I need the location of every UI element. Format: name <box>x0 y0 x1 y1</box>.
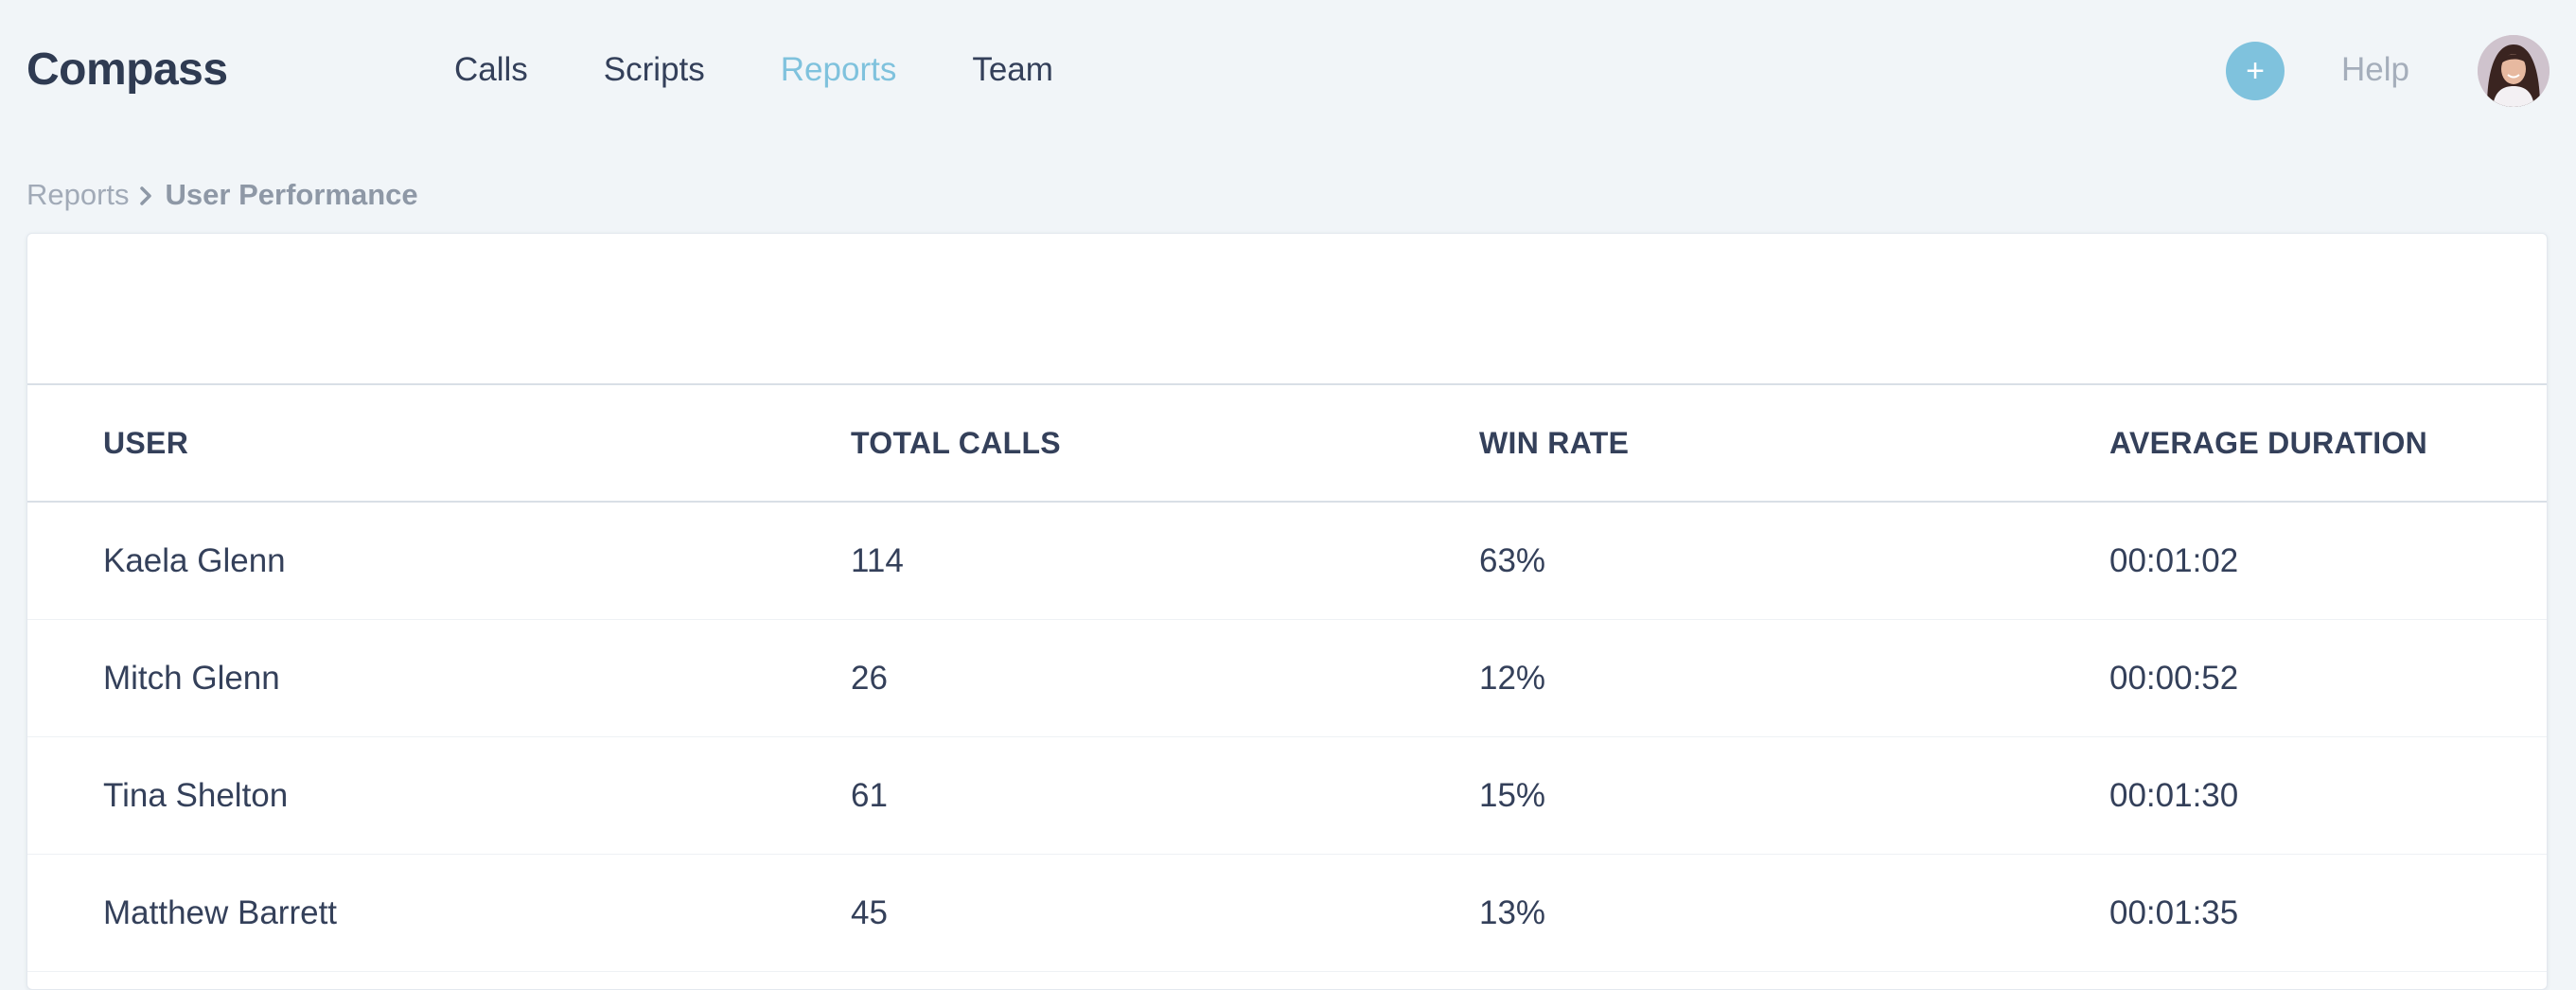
cell-win-rate: 15% <box>1479 776 1546 814</box>
nav-item-calls[interactable]: Calls <box>454 51 528 88</box>
table-row[interactable]: Kaela Glenn 114 63% 00:01:02 <box>27 503 2547 620</box>
add-button[interactable]: + <box>2226 42 2285 100</box>
main-nav: Calls Scripts Reports Team <box>454 49 1129 91</box>
cell-total-calls: 61 <box>851 776 888 814</box>
cell-average-duration: 00:01:02 <box>2109 541 2239 579</box>
report-card-header <box>27 234 2547 385</box>
top-navigation-bar: Compass Calls Scripts Reports Team + Hel… <box>0 0 2576 140</box>
cell-average-duration: 00:00:52 <box>2109 659 2239 697</box>
user-avatar[interactable] <box>2478 35 2550 107</box>
avatar-portrait-icon <box>2478 35 2550 107</box>
table-row[interactable]: Mitch Glenn 26 12% 00:00:52 <box>27 620 2547 737</box>
nav-item-team[interactable]: Team <box>972 51 1053 88</box>
cell-average-duration: 00:01:30 <box>2109 776 2239 814</box>
table-header-row: USER TOTAL CALLS WIN RATE AVERAGE DURATI… <box>27 385 2547 503</box>
cell-win-rate: 13% <box>1479 893 1546 931</box>
cell-win-rate: 12% <box>1479 659 1546 697</box>
cell-total-calls: 45 <box>851 893 888 931</box>
breadcrumb: Reports User Performance <box>26 176 418 214</box>
table-row[interactable]: Matthew Barrett 45 13% 00:01:35 <box>27 855 2547 972</box>
help-link[interactable]: Help <box>2341 51 2409 88</box>
cell-win-rate: 63% <box>1479 541 1546 579</box>
cell-user: Kaela Glenn <box>103 541 286 579</box>
cell-user: Tina Shelton <box>103 776 289 814</box>
column-header-win-rate[interactable]: WIN RATE <box>1479 425 1630 460</box>
column-header-average-duration[interactable]: AVERAGE DURATION <box>2109 425 2428 460</box>
cell-user: Matthew Barrett <box>103 893 338 931</box>
chevron-right-icon <box>139 176 162 214</box>
cell-user: Mitch Glenn <box>103 659 280 697</box>
cell-average-duration: 00:01:35 <box>2109 893 2239 931</box>
nav-item-scripts[interactable]: Scripts <box>603 51 705 88</box>
nav-item-reports[interactable]: Reports <box>780 51 897 88</box>
cell-total-calls: 26 <box>851 659 888 697</box>
report-card: USER TOTAL CALLS WIN RATE AVERAGE DURATI… <box>26 233 2548 990</box>
plus-icon: + <box>2246 53 2265 89</box>
app-logo[interactable]: Compass <box>26 44 228 95</box>
cell-total-calls: 114 <box>851 541 904 579</box>
column-header-user[interactable]: USER <box>103 425 189 460</box>
breadcrumb-reports-link[interactable]: Reports <box>26 178 130 211</box>
column-header-total-calls[interactable]: TOTAL CALLS <box>851 425 1061 460</box>
breadcrumb-current-page: User Performance <box>165 178 418 211</box>
table-row[interactable]: Tina Shelton 61 15% 00:01:30 <box>27 737 2547 855</box>
